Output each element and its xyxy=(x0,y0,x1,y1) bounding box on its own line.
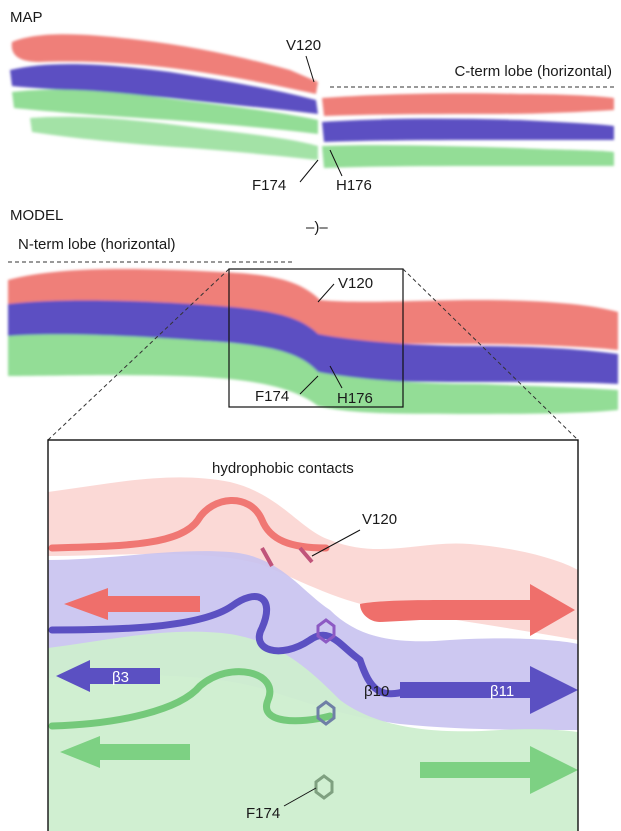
model-surface xyxy=(8,269,618,414)
zoom-green-arrow-left xyxy=(60,736,190,768)
zoom-dashed-right xyxy=(402,268,579,441)
map-panel: MAP C-term lobe (horizontal) V120 F174 H… xyxy=(10,9,614,194)
zoom-blue-loop xyxy=(356,656,414,698)
map-green-layer-right xyxy=(322,145,614,168)
zoom-v120-label: V120 xyxy=(362,511,397,528)
model-panel: MODEL N-term lobe (horizontal) V120 F174… xyxy=(8,207,618,441)
map-blue-layer-left xyxy=(10,64,318,114)
model-f174-label: F174 xyxy=(255,388,289,405)
map-red-layer-left xyxy=(11,34,318,94)
model-v120-pointer xyxy=(317,283,335,303)
zoom-red-arrow-left xyxy=(64,588,200,620)
zoom-title: hydrophobic contacts xyxy=(212,460,354,477)
map-right-lobe xyxy=(322,93,614,168)
zoom-red-arrow-right xyxy=(360,584,575,636)
zoom-strand-b3: β3 xyxy=(112,669,129,686)
zoom-blue-arrow-b11 xyxy=(400,666,578,714)
zoom-f174-pointer xyxy=(283,787,317,807)
map-v120-pointer xyxy=(305,55,315,83)
map-h176-pointer xyxy=(329,149,343,177)
zoom-strand-b10: β10 xyxy=(364,683,389,700)
map-blue-layer-right xyxy=(322,118,614,142)
zoom-red-coil xyxy=(48,497,330,552)
model-zoom-box xyxy=(228,268,404,408)
zoom-v120-pointer xyxy=(311,529,361,557)
zoom-blue-arrow-b3 xyxy=(56,660,160,692)
zoom-phe-ring-green xyxy=(316,700,336,726)
model-v120-label: V120 xyxy=(338,275,373,292)
model-h176-pointer xyxy=(329,365,343,389)
zoom-green-coil xyxy=(48,668,334,730)
model-blue-layer xyxy=(8,300,618,384)
model-h176-label: H176 xyxy=(337,390,373,407)
map-f174-pointer xyxy=(299,159,319,183)
zoom-frame xyxy=(47,439,579,831)
model-n-term-label: N-term lobe (horizontal) xyxy=(18,236,176,253)
model-section-label: MODEL xyxy=(10,207,63,224)
model-f174-pointer xyxy=(299,375,319,395)
map-h176-label: H176 xyxy=(336,177,372,194)
map-red-layer-right xyxy=(322,93,614,116)
zoom-green-surface xyxy=(48,631,578,831)
model-green-layer xyxy=(8,334,618,414)
map-c-term-label: C-term lobe (horizontal) xyxy=(454,63,612,80)
map-green-layer-left-2 xyxy=(30,116,318,160)
zoom-v120-sidechain xyxy=(260,546,314,567)
zoom-green-arrow-right xyxy=(420,746,578,794)
map-green-layer-left-1 xyxy=(12,89,318,134)
rotation-symbol: –)– xyxy=(306,219,328,236)
zoom-f174-sidechain xyxy=(314,774,334,800)
zoom-f174-label: F174 xyxy=(246,805,280,822)
zoom-red-surface xyxy=(48,477,578,640)
zoom-strand-b11: β11 xyxy=(490,683,514,700)
map-section-label: MAP xyxy=(10,9,43,26)
map-left-lobe xyxy=(10,34,318,160)
map-v120-label: V120 xyxy=(286,37,321,54)
zoom-phe-ring-blue xyxy=(316,618,336,644)
zoom-panel: hydrophobic contacts V120 F174 β3 β10 β1… xyxy=(47,439,579,831)
map-f174-label: F174 xyxy=(252,177,286,194)
